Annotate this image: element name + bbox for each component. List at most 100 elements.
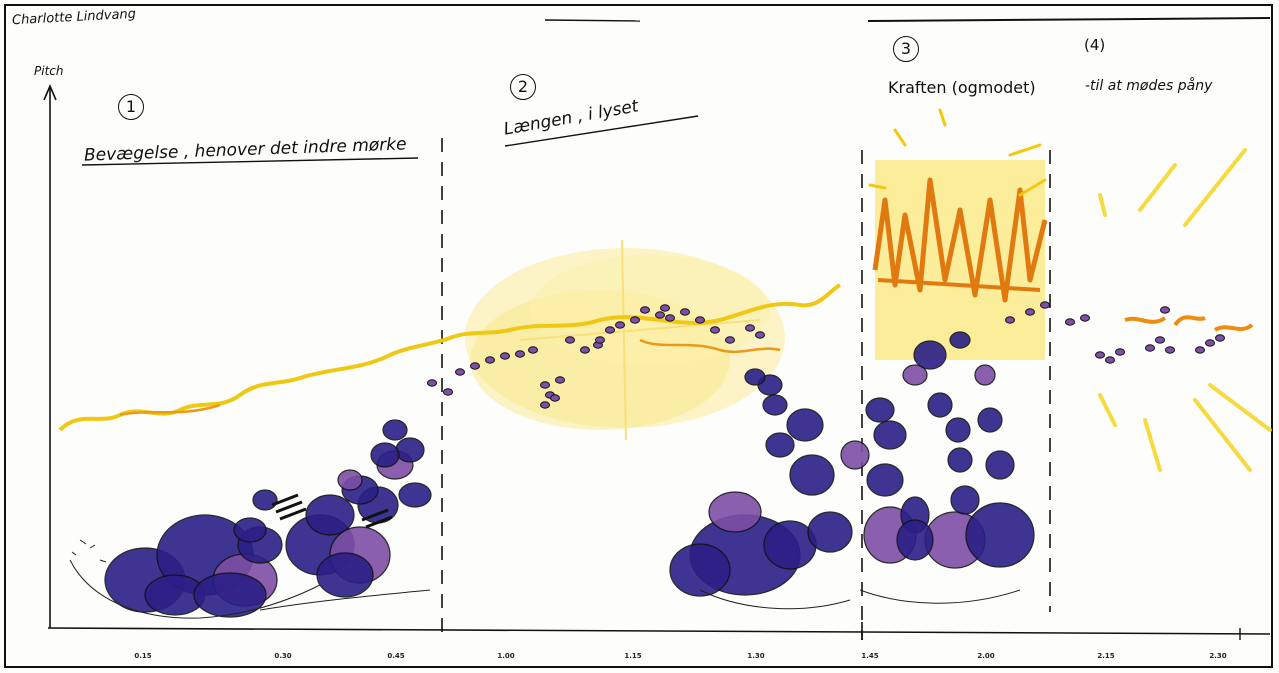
navy-blob <box>949 331 971 349</box>
hatch-marks <box>271 493 393 529</box>
melody-dot <box>500 352 510 360</box>
melody-dot <box>555 376 565 384</box>
navy-blob <box>382 419 408 441</box>
melody-dot <box>665 314 675 322</box>
section-title-3: Kraften (ogmodet) <box>888 78 1036 97</box>
melody-dot <box>630 316 640 324</box>
navy-blob <box>789 454 835 496</box>
ground-scribbles <box>69 539 1021 619</box>
top-pen-line <box>544 19 641 22</box>
navy-blob <box>252 489 278 511</box>
navy-blob <box>902 364 928 386</box>
navy-blob <box>762 394 788 416</box>
navy-blob <box>985 450 1015 480</box>
melody-dot <box>1105 356 1115 364</box>
melody-dot <box>455 368 465 376</box>
navy-blob <box>305 494 355 536</box>
navy-blob <box>965 502 1035 568</box>
navy-blob <box>974 364 996 386</box>
melody-dot <box>443 388 453 396</box>
navy-blob <box>945 417 971 443</box>
melody-dot <box>1115 348 1125 356</box>
melody-dot <box>1025 308 1035 316</box>
navy-blob <box>765 432 795 458</box>
section-number-2: 2 <box>510 74 536 100</box>
light-rays <box>1098 148 1272 472</box>
x-tick-label: 1.00 <box>497 652 515 660</box>
blob-clusters <box>104 331 1035 618</box>
navy-blob <box>913 340 947 370</box>
melody-dot <box>540 381 550 389</box>
title-underline-2 <box>504 115 699 147</box>
melody-dot <box>485 356 495 364</box>
y-axis-arrow <box>43 83 57 101</box>
orange-pitch-line <box>119 338 781 417</box>
top-pen-line <box>867 17 1271 22</box>
section-title-4: -til at mødes påny <box>1085 78 1213 94</box>
navy-blob <box>370 442 400 468</box>
melody-dot <box>725 336 735 344</box>
y-axis-label: Pitch <box>34 64 64 78</box>
navy-blob <box>395 437 425 463</box>
melody-dot <box>1095 351 1105 359</box>
melody-dot <box>528 346 538 354</box>
navy-blob <box>744 368 766 386</box>
melody-dot <box>470 362 480 370</box>
melody-dot <box>1145 344 1155 352</box>
melody-dot <box>550 394 560 402</box>
melody-dot <box>710 326 720 334</box>
navy-blob <box>316 552 374 598</box>
navy-blob <box>927 392 953 418</box>
title-underline-1 <box>81 157 419 166</box>
melody-dots <box>427 301 1225 409</box>
melody-dot <box>1040 301 1050 309</box>
melody-dot <box>695 316 705 324</box>
navy-blob <box>873 420 907 450</box>
melody-dot <box>615 321 625 329</box>
melody-dot <box>1080 314 1090 322</box>
melody-dot <box>427 379 437 387</box>
melody-dot <box>1160 306 1170 314</box>
x-tick-label: 0.30 <box>274 652 292 660</box>
melody-dot <box>1065 318 1075 326</box>
melody-dot <box>755 331 765 339</box>
navy-blob <box>669 543 731 597</box>
melody-dot <box>580 346 590 354</box>
melody-dot <box>640 306 650 314</box>
x-tick-label: 1.45 <box>861 652 879 660</box>
melody-dot <box>660 304 670 312</box>
orange-burst <box>868 108 1048 360</box>
navy-blob <box>337 469 363 491</box>
navy-blob <box>866 463 904 497</box>
melody-dot <box>745 324 755 332</box>
navy-blob <box>947 447 973 473</box>
x-tick-label: 2.30 <box>1209 652 1227 660</box>
yellow-light-cloud <box>465 239 785 441</box>
navy-blob <box>193 572 267 618</box>
melody-dot <box>565 336 575 344</box>
x-tick-label: 1.15 <box>624 652 642 660</box>
melody-dot <box>680 308 690 316</box>
melody-dot <box>1205 339 1215 347</box>
x-tick-label: 0.15 <box>134 652 152 660</box>
melody-dot <box>595 336 605 344</box>
drawing-frame <box>4 4 1273 668</box>
melody-dot <box>1215 334 1225 342</box>
melody-dot <box>540 401 550 409</box>
melody-dot <box>1195 346 1205 354</box>
x-tick-label: 2.15 <box>1097 652 1115 660</box>
section-number-4: (4) <box>1084 36 1106 54</box>
navy-blob <box>233 517 267 543</box>
melody-dot <box>655 311 665 319</box>
navy-blob <box>807 511 853 553</box>
melody-dot <box>1005 316 1015 324</box>
section-number-1: 1 <box>118 94 144 120</box>
navy-blob <box>840 440 870 470</box>
orange-pitch-line <box>1124 315 1254 332</box>
x-axis-line <box>47 627 1271 635</box>
x-tick-label: 2.00 <box>977 652 995 660</box>
navy-blob <box>950 485 980 515</box>
navy-blob <box>977 407 1003 433</box>
